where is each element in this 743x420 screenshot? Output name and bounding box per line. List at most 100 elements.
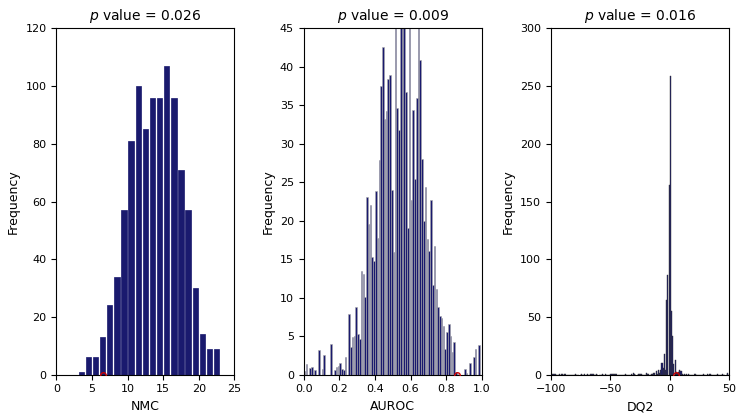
Bar [450, 336, 451, 375]
Bar [403, 0, 405, 375]
Bar [384, 119, 386, 375]
Bar [114, 277, 120, 375]
Bar [389, 75, 391, 375]
Bar [432, 285, 434, 375]
Bar [341, 369, 343, 375]
Bar [423, 221, 425, 375]
Bar [164, 66, 169, 375]
Bar [323, 355, 325, 375]
Bar [657, 374, 658, 375]
Bar [464, 369, 466, 375]
Bar [639, 374, 640, 375]
Bar [614, 374, 615, 375]
Bar [393, 252, 395, 375]
Bar [637, 374, 639, 375]
Bar [455, 372, 457, 375]
Bar [438, 307, 439, 375]
Bar [421, 159, 423, 375]
Bar [382, 47, 383, 375]
Bar [452, 352, 453, 375]
Bar [672, 336, 673, 375]
Bar [311, 368, 313, 375]
Bar [453, 341, 455, 375]
Bar [426, 239, 428, 375]
Bar [93, 357, 98, 375]
Bar [411, 200, 412, 375]
Bar [418, 0, 419, 375]
Bar [322, 369, 323, 375]
Bar [448, 323, 450, 375]
Bar [663, 354, 665, 375]
Bar [470, 363, 471, 375]
Bar [631, 374, 632, 375]
Bar [352, 337, 354, 375]
Bar [186, 210, 191, 375]
Bar [314, 370, 316, 375]
Bar [447, 332, 448, 375]
Bar [135, 86, 141, 375]
Bar [441, 318, 443, 375]
Bar [666, 300, 667, 375]
Bar [420, 60, 421, 375]
Bar [407, 228, 409, 375]
Bar [678, 372, 679, 375]
Bar [331, 344, 332, 375]
Bar [336, 367, 337, 375]
Bar [727, 373, 728, 375]
Bar [171, 97, 177, 375]
Bar [305, 365, 307, 375]
Y-axis label: Frequency: Frequency [7, 169, 20, 234]
Bar [669, 76, 671, 375]
Bar [641, 374, 643, 375]
Bar [434, 246, 435, 375]
Bar [414, 179, 416, 375]
Title: $p$ value = 0.016: $p$ value = 0.016 [584, 7, 696, 25]
Bar [157, 97, 162, 375]
Bar [611, 374, 613, 375]
Bar [478, 345, 480, 375]
Bar [671, 311, 672, 375]
Bar [681, 374, 683, 375]
Bar [709, 373, 710, 375]
Bar [363, 274, 364, 375]
Bar [400, 14, 401, 375]
Bar [409, 0, 410, 375]
Bar [373, 261, 374, 375]
X-axis label: AUROC: AUROC [370, 400, 415, 413]
Bar [350, 347, 351, 375]
Bar [380, 86, 382, 375]
Bar [366, 197, 368, 375]
Bar [552, 374, 554, 375]
X-axis label: NMC: NMC [131, 400, 160, 413]
Bar [129, 141, 134, 375]
Bar [647, 374, 649, 375]
Bar [396, 108, 398, 375]
Bar [355, 307, 357, 375]
Bar [345, 357, 346, 375]
Bar [655, 371, 657, 375]
Bar [684, 374, 685, 375]
Bar [473, 357, 475, 375]
Bar [565, 374, 566, 375]
Bar [593, 374, 594, 375]
Bar [425, 187, 426, 375]
Bar [633, 373, 634, 375]
Bar [378, 160, 380, 375]
Bar [653, 373, 655, 375]
Bar [466, 373, 467, 375]
Bar [200, 334, 205, 375]
Bar [79, 372, 84, 375]
Bar [665, 370, 666, 375]
Bar [361, 271, 363, 375]
Bar [377, 239, 378, 375]
Bar [398, 130, 400, 375]
Bar [337, 366, 340, 375]
Bar [375, 191, 377, 375]
Bar [602, 374, 603, 375]
Y-axis label: Frequency: Frequency [262, 169, 274, 234]
Bar [710, 374, 711, 375]
Bar [430, 200, 432, 375]
Bar [673, 364, 675, 375]
Bar [121, 210, 126, 375]
Bar [402, 0, 403, 375]
